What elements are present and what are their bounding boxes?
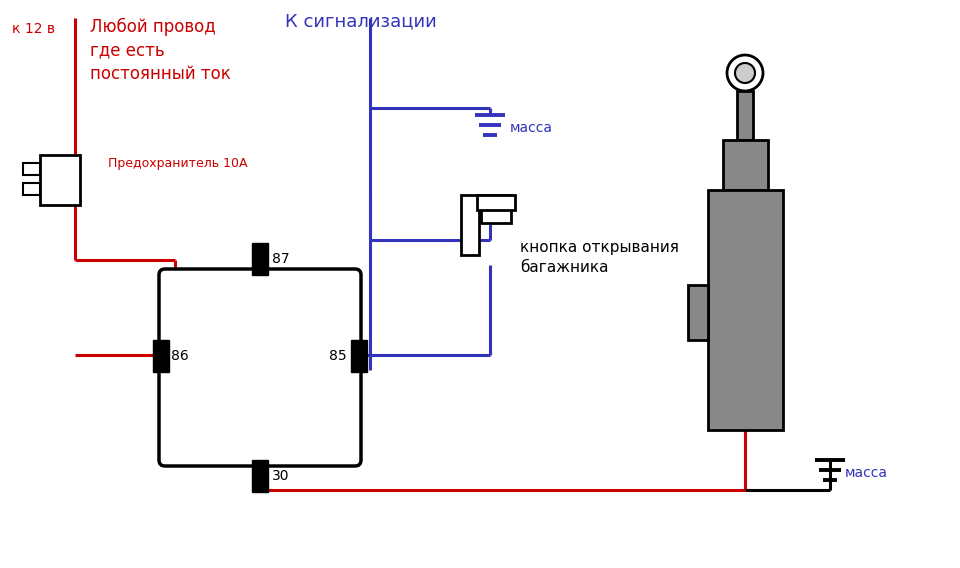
Text: Предохранитель 10А: Предохранитель 10А (108, 157, 248, 169)
Text: кнопка открывания
багажника: кнопка открывания багажника (520, 240, 679, 275)
Text: масса: масса (845, 466, 888, 480)
Text: 86: 86 (171, 349, 189, 363)
Bar (688, 285, 708, 340)
Text: Любой провод
где есть
постоянный ток: Любой провод где есть постоянный ток (90, 18, 230, 83)
Text: масса: масса (510, 121, 553, 135)
Text: К сигнализации: К сигнализации (285, 12, 437, 30)
Bar (723, 140, 768, 190)
Bar (737, 91, 753, 140)
Bar (461, 195, 479, 255)
Text: 85: 85 (329, 349, 347, 363)
Text: к 12 в: к 12 в (12, 22, 55, 36)
Bar (351, 340, 367, 372)
FancyBboxPatch shape (159, 269, 361, 466)
Bar (477, 195, 515, 210)
Bar (23, 163, 40, 175)
Text: 87: 87 (272, 252, 290, 266)
Circle shape (735, 63, 755, 83)
Bar (252, 460, 268, 492)
Text: 30: 30 (272, 469, 290, 483)
Bar (153, 340, 169, 372)
Bar (23, 183, 40, 195)
Bar (481, 195, 511, 223)
Bar (252, 243, 268, 275)
Bar (708, 190, 783, 430)
Circle shape (727, 55, 763, 91)
Bar (40, 155, 80, 205)
